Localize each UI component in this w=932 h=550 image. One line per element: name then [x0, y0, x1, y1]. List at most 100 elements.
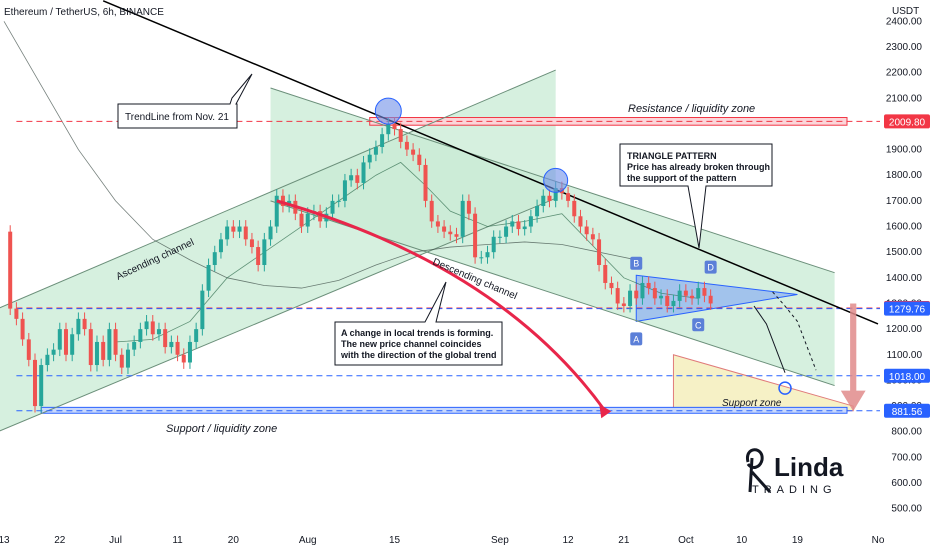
y-tick-label: 1600.00 — [886, 222, 923, 233]
support-zone-label: Support zone — [722, 398, 782, 409]
candle-body — [398, 129, 403, 142]
y-tick-label: 500.00 — [891, 504, 922, 515]
candle-body — [652, 288, 657, 299]
x-tick-label: 21 — [618, 535, 630, 546]
resistance-zone-label: Resistance / liquidity zone — [628, 103, 755, 115]
candle-body — [82, 318, 87, 330]
x-tick-label: 20 — [228, 535, 240, 546]
candle-body — [349, 175, 354, 181]
candle-body — [138, 329, 143, 342]
candle-body — [88, 329, 93, 366]
candle-body — [528, 216, 533, 227]
candle-body — [194, 329, 199, 342]
candle-body — [51, 349, 56, 355]
candle-body — [336, 200, 341, 202]
candle-body — [218, 239, 223, 253]
price-axis: 500.00600.00700.00800.00900.001000.00110… — [884, 16, 930, 515]
level-price-tag-0 — [884, 114, 930, 129]
candle-body — [683, 290, 688, 296]
y-tick-label: 1200.00 — [886, 324, 923, 335]
candle-body — [417, 154, 422, 165]
trendline-callout-text: TrendLine from Nov. 21 — [125, 112, 229, 123]
annotations: A B C D — [276, 97, 866, 419]
candle-body — [423, 164, 428, 201]
y-tick-label: 700.00 — [891, 452, 922, 463]
candle-body — [150, 321, 155, 335]
candle-body — [702, 288, 707, 296]
candle-body — [76, 318, 81, 335]
candle-body — [169, 341, 174, 348]
candle-body — [101, 341, 106, 360]
candle-body — [26, 339, 31, 360]
candle-body — [392, 123, 397, 130]
candle-body — [411, 149, 416, 155]
candle-body — [497, 236, 502, 238]
x-tick-label: 11 — [172, 535, 183, 546]
level-price-label-3: 1018.00 — [889, 372, 926, 383]
candle-body — [200, 290, 205, 330]
level-price-tag-2 — [884, 301, 930, 316]
candle-body — [125, 349, 130, 368]
candle-body — [181, 354, 186, 363]
x-tick-label: 15 — [389, 535, 401, 546]
candle-body — [473, 213, 478, 258]
candle-body — [45, 354, 50, 366]
x-tick-label: 12 — [563, 535, 575, 546]
symbol-title: Ethereum / TetherUS, 6h, BINANCE — [4, 7, 164, 18]
candle-body — [708, 295, 713, 304]
candle-body — [553, 188, 558, 201]
candle-body — [597, 239, 602, 265]
candle-body — [466, 200, 471, 214]
candle-body — [361, 162, 366, 183]
candle-body — [671, 300, 676, 307]
candle-body — [621, 303, 626, 307]
candle-body — [274, 195, 279, 227]
currency-label: USDT — [892, 6, 919, 17]
y-tick-label: 600.00 — [891, 478, 922, 489]
candle-body — [39, 365, 44, 407]
candle-body — [243, 226, 248, 240]
point-label-C: C — [695, 320, 702, 330]
candle-body — [144, 321, 149, 330]
level-price-label-2: 1279.76 — [889, 305, 926, 316]
candle-body — [690, 295, 695, 299]
x-tick-label: 13 — [0, 535, 10, 546]
candle-body — [615, 288, 620, 304]
candle-body — [435, 221, 440, 227]
moving-average-short — [115, 161, 699, 343]
candle-body — [305, 213, 310, 227]
y-tick-label: 2400.00 — [886, 16, 923, 27]
candle-body — [367, 154, 372, 163]
time-axis: 13 22 Jul 11 20 Aug 15 Sep 12 21 Oct 10 19 No — [0, 535, 885, 546]
triangle-callout: TRIANGLE PATTERN Price has already broke… — [619, 143, 773, 249]
candle-body — [448, 231, 453, 235]
y-tick-label: 800.00 — [891, 427, 922, 438]
candle-body — [231, 226, 236, 232]
candle-body — [547, 195, 552, 201]
level-price-label-4: 881.56 — [892, 407, 923, 418]
candle-body — [330, 200, 335, 214]
candle-body — [460, 200, 465, 237]
x-tick-label: 22 — [54, 535, 66, 546]
candle-body — [299, 213, 304, 227]
candle-body — [603, 265, 608, 283]
candle-body — [8, 231, 13, 309]
point-badge-A — [630, 332, 643, 346]
top-marker-sep — [543, 167, 569, 193]
candle-body — [677, 290, 682, 301]
candle-body — [342, 180, 347, 201]
global-trendline — [102, 0, 879, 325]
candle-body — [628, 290, 633, 307]
candle-body — [665, 295, 670, 307]
y-tick-label: 1100.00 — [887, 350, 923, 361]
candle-body — [280, 195, 285, 207]
projection-big-arrow — [840, 303, 866, 412]
candle-body — [584, 226, 589, 235]
triangle-callout-line-3: the support of the pattern — [627, 173, 737, 183]
candle-body — [485, 252, 490, 258]
candle-body — [479, 257, 484, 259]
candle-body — [57, 329, 62, 350]
point-label-B: B — [633, 259, 639, 269]
candle-body — [14, 308, 19, 319]
